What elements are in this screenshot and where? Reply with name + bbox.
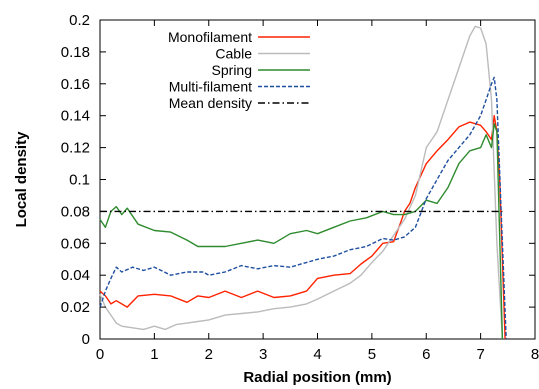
x-tick-label: 5 <box>368 346 376 363</box>
y-tick-label: 0.16 <box>61 76 90 93</box>
x-tick-label: 1 <box>150 346 158 363</box>
y-tick-label: 0.08 <box>61 203 90 220</box>
x-tick-label: 4 <box>313 346 321 363</box>
legend-label-mean-density: Mean density <box>169 95 252 111</box>
x-tick-label: 0 <box>96 346 104 363</box>
y-tick-label: 0 <box>82 331 90 348</box>
y-tick-label: 0.04 <box>61 267 90 284</box>
legend-label-spring: Spring <box>212 62 252 78</box>
legend-label-monofilament: Monofilament <box>168 29 252 45</box>
series-line-monofilament <box>99 114 506 340</box>
series-line-multi-filament <box>99 76 507 340</box>
plot-frame <box>99 19 536 340</box>
x-tick-label: 3 <box>259 346 267 363</box>
y-tick-label: 0.02 <box>61 299 90 316</box>
plot-area: 0 1 2 3 4 5 6 7 8 0 0.02 0.04 0.06 0.08 0.1 0.12 0.14 0.1… <box>61 12 539 363</box>
y-tick-label: 0.18 <box>61 44 90 61</box>
legend-label-cable: Cable <box>215 46 252 62</box>
y-axis-title: Local density <box>13 131 30 228</box>
x-axis-title: Radial position (mm) <box>243 369 391 386</box>
legend: MonofilamentCableSpringMulti-filamentMea… <box>168 29 310 111</box>
x-tick-label: 6 <box>422 346 430 363</box>
y-tick-label: 0.14 <box>61 108 90 125</box>
y-tick-label: 0.12 <box>61 140 90 157</box>
x-tick-label: 8 <box>531 346 539 363</box>
legend-label-multi-filament: Multi-filament <box>169 79 252 95</box>
y-tick-label: 0.06 <box>61 235 90 252</box>
tick-layer: 0 1 2 3 4 5 6 7 8 0 0.02 0.04 0.06 0.08 0.1 0.12 0.14 0.1… <box>61 12 539 363</box>
x-tick-label: 7 <box>476 346 484 363</box>
x-tick-label: 2 <box>205 346 213 363</box>
series-line-spring <box>99 122 504 340</box>
y-tick-label: 0.2 <box>69 12 90 29</box>
series-layer <box>99 25 507 340</box>
y-tick-label: 0.1 <box>69 172 90 189</box>
series-line-cable <box>99 25 504 340</box>
